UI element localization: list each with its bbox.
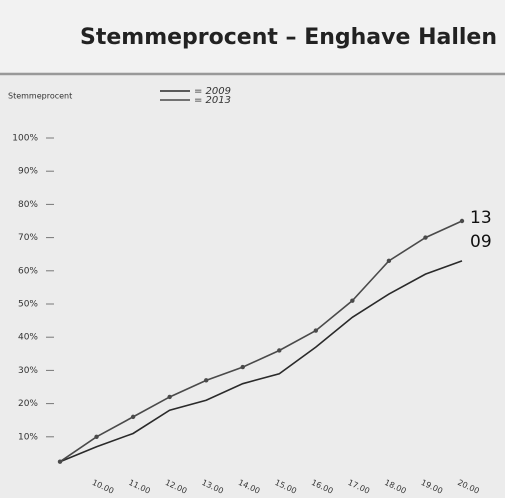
y-tick-label: 50% [18, 300, 38, 310]
point [387, 259, 391, 263]
point [58, 460, 62, 464]
y-tick-label: 20% [18, 399, 38, 409]
y-tick-label: 30% [18, 366, 38, 376]
y-tick-label: 90% [18, 167, 38, 177]
y-tick-label: 60% [18, 266, 38, 276]
y-tick-label: 10% [18, 432, 38, 442]
chart-title: Stemmeprocent – Enghave Hallen [80, 25, 497, 50]
legend-label: = 2013 [194, 95, 231, 106]
point [460, 219, 464, 223]
y-tick-label: 80% [18, 200, 38, 210]
y-axis-label: Stemmeprocent [8, 92, 72, 101]
chart: Stemmeprocent – Enghave Hallen Stemmepro… [0, 0, 505, 498]
point [204, 378, 208, 382]
annotation: 09 [470, 232, 492, 252]
y-tick-label: 100% [12, 134, 38, 144]
point [277, 348, 281, 352]
point [314, 328, 318, 332]
point [167, 395, 171, 399]
point [94, 435, 98, 439]
y-tick-label: 70% [18, 233, 38, 243]
point [131, 415, 135, 419]
chart-panel [0, 76, 505, 498]
point [423, 235, 427, 239]
point [241, 365, 245, 369]
point [350, 298, 354, 302]
y-tick-label: 40% [18, 333, 38, 343]
annotation: 13 [470, 208, 492, 228]
